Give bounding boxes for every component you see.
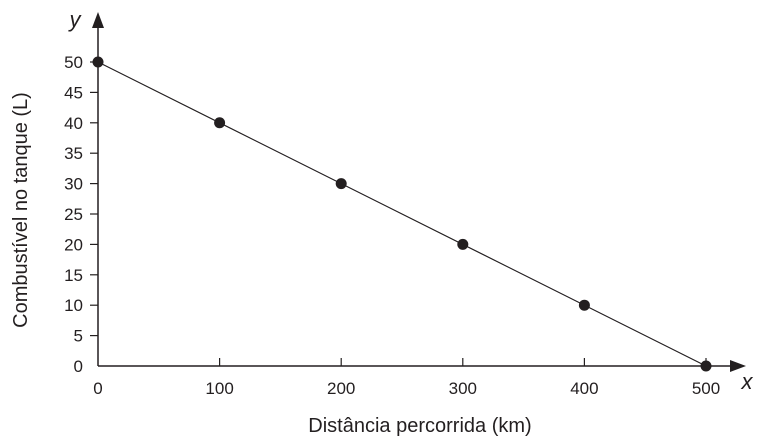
y-tick-label: 35 xyxy=(64,144,83,163)
x-axis-title: Distância percorrida (km) xyxy=(308,415,531,437)
data-point xyxy=(214,117,226,129)
y-tick-label: 45 xyxy=(64,83,83,102)
x-ticks: 0 100 200 300 400 500 xyxy=(93,358,720,398)
x-tick-label: 300 xyxy=(449,379,477,398)
y-tick-label: 50 xyxy=(64,53,83,72)
axes xyxy=(92,12,746,372)
y-tick-label: 5 xyxy=(74,327,83,346)
x-axis-variable: x xyxy=(741,369,754,394)
y-tick-label: 25 xyxy=(64,205,83,224)
y-axis-title: Combustível no tanque (L) xyxy=(10,92,32,328)
x-axis-arrow xyxy=(730,360,746,372)
x-tick-label: 100 xyxy=(205,379,233,398)
y-tick-label: 20 xyxy=(64,235,83,254)
data-point xyxy=(578,299,590,311)
y-ticks: 0 5 10 15 20 25 30 35 40 45 50 xyxy=(64,53,98,376)
y-tick-label: 30 xyxy=(64,175,83,194)
y-axis-variable: y xyxy=(68,7,83,32)
data-point xyxy=(457,238,469,250)
trend-line xyxy=(97,61,707,367)
data-point xyxy=(335,178,347,190)
data-points xyxy=(92,56,712,372)
x-tick-label: 500 xyxy=(692,379,720,398)
y-tick-label: 40 xyxy=(64,114,83,133)
y-tick-label: 15 xyxy=(64,266,83,285)
y-tick-label: 10 xyxy=(64,296,83,315)
y-axis-arrow xyxy=(92,12,104,28)
data-point xyxy=(92,56,104,68)
data-point xyxy=(700,360,712,372)
y-tick-label: 0 xyxy=(74,357,83,376)
trend-line-group xyxy=(97,61,707,367)
x-tick-label: 400 xyxy=(570,379,598,398)
x-tick-label: 0 xyxy=(93,379,102,398)
x-tick-label: 200 xyxy=(327,379,355,398)
